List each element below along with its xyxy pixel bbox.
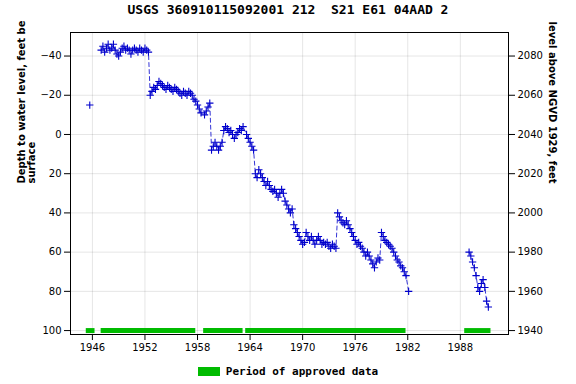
- svg-text:Depth to water level, feet bel: Depth to water level, feet below landsur…: [16, 20, 37, 184]
- svg-text:1958: 1958: [185, 342, 210, 353]
- svg-text:1970: 1970: [290, 342, 315, 353]
- svg-text:1964: 1964: [237, 342, 262, 353]
- svg-text:1946: 1946: [80, 342, 105, 353]
- svg-text:1982: 1982: [395, 342, 420, 353]
- html-text:Period of approved data: Period of approved data: [225, 364, 379, 378]
- svg-text:80: 80: [49, 286, 62, 297]
- svg-text:−40: −40: [40, 50, 61, 61]
- svg-text:20: 20: [49, 168, 62, 179]
- svg-text:Groundwater level above NGVD 1: Groundwater level above NGVD 1929, feet: [547, 20, 558, 184]
- svg-text:1976: 1976: [342, 342, 367, 353]
- svg-text:2060: 2060: [518, 89, 543, 100]
- svg-text:1940: 1940: [518, 325, 543, 336]
- svg-text:60: 60: [49, 246, 62, 257]
- svg-text:40: 40: [49, 207, 62, 218]
- svg-text:2040: 2040: [518, 129, 543, 140]
- svg-text:2000: 2000: [518, 207, 543, 218]
- svg-text:1980: 1980: [518, 246, 543, 257]
- svg-text:1988: 1988: [448, 342, 473, 353]
- svg-text:−20: −20: [40, 89, 61, 100]
- svg-text:100: 100: [42, 325, 61, 336]
- html-text:USGS 360910115092001 212 S21 E: USGS 360910115092001 212 S21 E61 04AAD 2: [127, 2, 449, 17]
- svg-text:1960: 1960: [518, 286, 543, 297]
- svg-text:0: 0: [55, 129, 61, 140]
- svg-text:2080: 2080: [518, 50, 543, 61]
- svg-text:1952: 1952: [132, 342, 157, 353]
- svg-text:2020: 2020: [518, 168, 543, 179]
